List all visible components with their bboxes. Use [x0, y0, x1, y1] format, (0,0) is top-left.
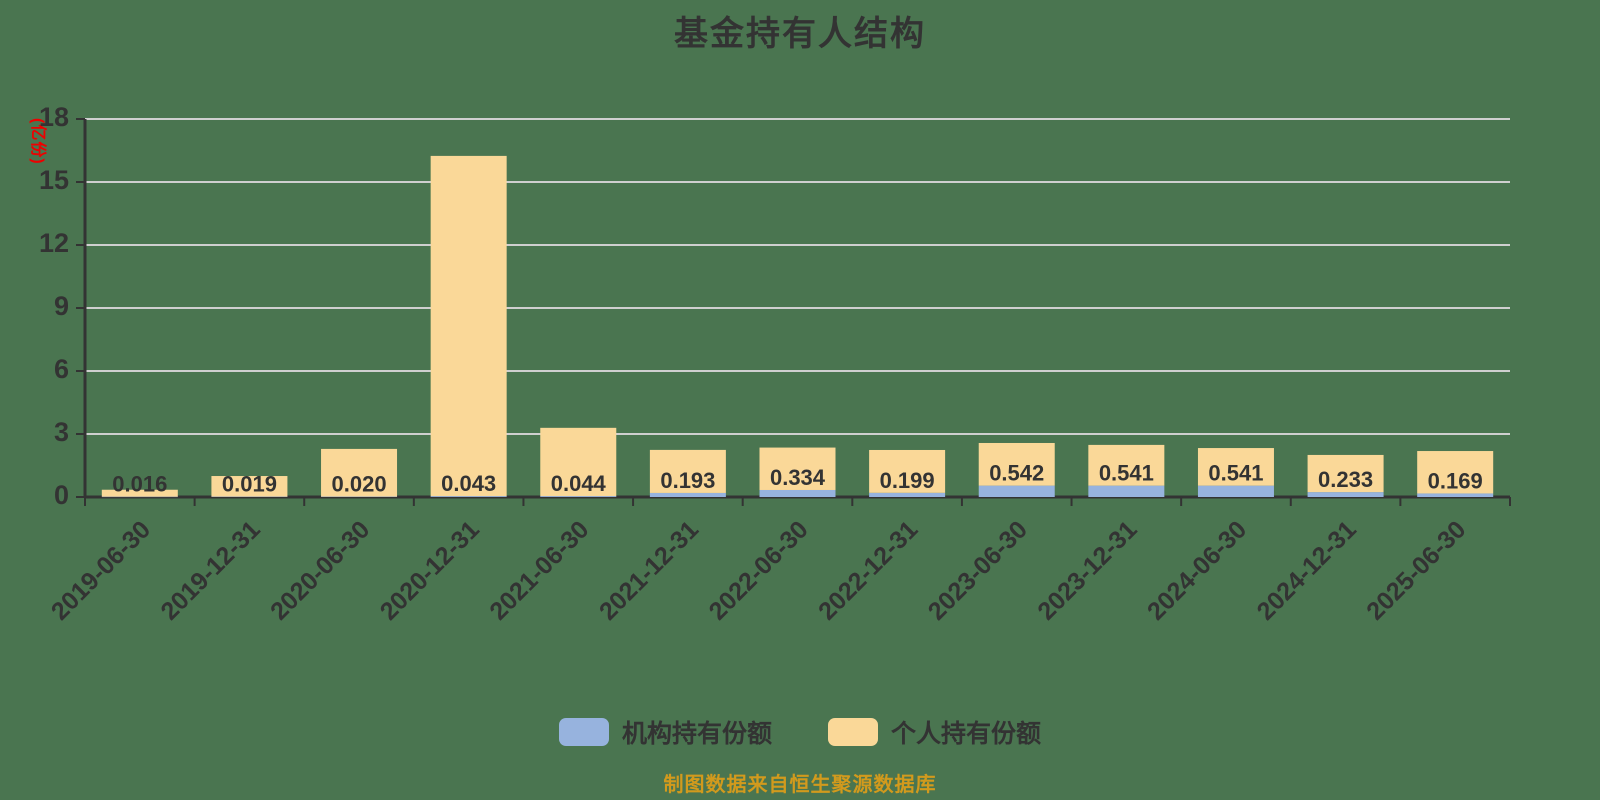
svg-text:15: 15: [39, 165, 69, 195]
svg-text:2021-06-30: 2021-06-30: [484, 515, 594, 625]
svg-text:12: 12: [39, 228, 69, 258]
svg-text:2021-12-31: 2021-12-31: [594, 515, 704, 625]
svg-text:0.169: 0.169: [1428, 468, 1483, 493]
svg-text:2020-12-31: 2020-12-31: [375, 515, 485, 625]
svg-text:2020-06-30: 2020-06-30: [265, 515, 375, 625]
svg-text:2019-12-31: 2019-12-31: [155, 515, 265, 625]
svg-text:0.019: 0.019: [222, 472, 277, 497]
svg-text:0.199: 0.199: [880, 468, 935, 493]
chart-title: 基金持有人结构: [674, 15, 926, 53]
svg-text:2019-06-30: 2019-06-30: [46, 515, 156, 625]
svg-text:0.541: 0.541: [1099, 461, 1154, 486]
legend-swatch-individual: [828, 718, 878, 746]
svg-text:2023-06-30: 2023-06-30: [923, 515, 1033, 625]
svg-text:0.542: 0.542: [989, 461, 1044, 486]
legend-label-individual: 个人持有份额: [891, 720, 1042, 748]
legend-swatch-institutional: [558, 718, 609, 746]
svg-text:3: 3: [54, 417, 69, 447]
svg-text:18: 18: [39, 102, 69, 132]
svg-text:2022-12-31: 2022-12-31: [813, 515, 923, 625]
svg-text:0.334: 0.334: [770, 465, 826, 490]
svg-text:0: 0: [54, 480, 69, 510]
svg-text:0.193: 0.193: [660, 468, 715, 493]
svg-text:2024-06-30: 2024-06-30: [1142, 515, 1252, 625]
legend: 机构持有份额 个人持有份额: [0, 714, 1600, 750]
svg-text:2025-06-30: 2025-06-30: [1361, 515, 1471, 625]
svg-text:0.044: 0.044: [551, 471, 607, 496]
svg-text:0.016: 0.016: [112, 472, 167, 497]
legend-label-institutional: 机构持有份额: [621, 720, 772, 748]
data-source-note: 制图数据来自恒生聚源数据库: [663, 774, 937, 796]
svg-text:9: 9: [54, 291, 69, 321]
svg-text:0.020: 0.020: [332, 472, 387, 497]
legend-item-institutional[interactable]: 机构持有份额: [558, 714, 772, 750]
svg-text:0.043: 0.043: [441, 471, 496, 496]
svg-text:0.233: 0.233: [1318, 467, 1373, 492]
svg-text:2024-12-31: 2024-12-31: [1252, 515, 1362, 625]
svg-text:2022-06-30: 2022-06-30: [704, 515, 814, 625]
svg-text:0.541: 0.541: [1208, 461, 1263, 486]
svg-text:6: 6: [54, 354, 69, 384]
svg-text:2023-12-31: 2023-12-31: [1032, 515, 1142, 625]
legend-item-individual[interactable]: 个人持有份额: [828, 714, 1041, 750]
